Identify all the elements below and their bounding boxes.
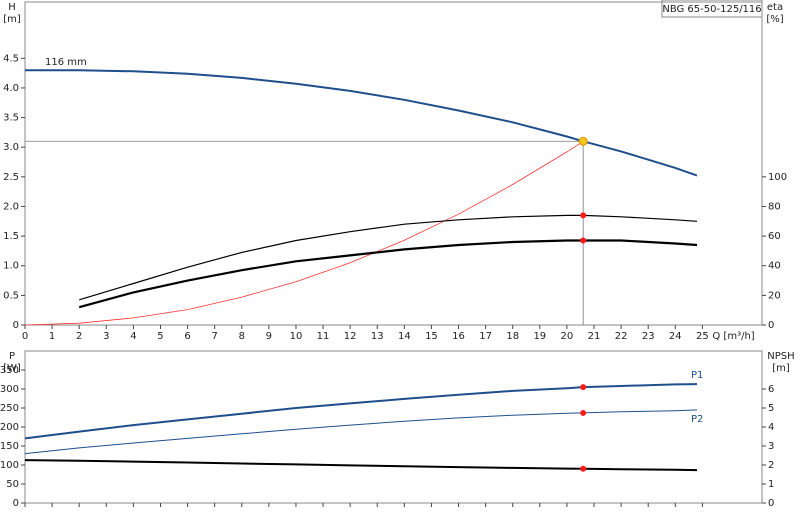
x-tick-label: 15	[425, 331, 438, 342]
series-line	[24, 459, 698, 472]
x-tick-label: 24	[669, 331, 682, 342]
y-tick-label: 50	[6, 479, 19, 490]
x-tick-label: 17	[479, 331, 492, 342]
y2-tick-label: 100	[768, 172, 787, 183]
operating-dot	[580, 237, 587, 244]
x-tick-label: 19	[533, 331, 546, 342]
y-tick-label: 0.5	[3, 290, 19, 301]
x-tick-label: 7	[211, 331, 217, 342]
x-tick-label: 9	[266, 331, 272, 342]
series-line	[24, 140, 584, 326]
curve-annotation: 116 mm	[45, 57, 87, 68]
x-tick-label: 1	[49, 331, 55, 342]
y-tick-label: 2.5	[3, 172, 19, 183]
y-tick-label: 0	[13, 498, 19, 509]
x-tick-label: 3	[103, 331, 109, 342]
series-line	[24, 383, 698, 440]
x-tick-label: 14	[398, 331, 411, 342]
y2-label: eta	[767, 2, 783, 13]
y-tick-label: 350	[0, 365, 19, 376]
y-tick-label: 150	[0, 441, 19, 452]
operating-dot	[580, 409, 587, 416]
x-tick-label: 25	[696, 331, 709, 342]
series-label: P1	[691, 370, 703, 381]
plot-frame	[24, 1, 763, 326]
y-tick-label: 4.5	[3, 53, 19, 64]
x-tick-label: 21	[588, 331, 601, 342]
series-line	[78, 239, 698, 309]
y-label: P	[9, 351, 15, 362]
y-unit: [m]	[3, 14, 21, 25]
y-label: H	[8, 2, 16, 13]
x-tick-label: 4	[130, 331, 136, 342]
x-tick-label: 8	[239, 331, 245, 342]
x-tick-label: 22	[615, 331, 628, 342]
x-tick-label: 16	[452, 331, 465, 342]
y2-unit: [m]	[772, 363, 790, 374]
series-line	[24, 409, 698, 455]
y-tick-label: 3.0	[3, 142, 19, 153]
operating-point	[578, 136, 588, 146]
y2-tick-label: 1	[768, 479, 774, 490]
y2-tick-label: 5	[768, 403, 774, 414]
y-tick-label: 4.0	[3, 83, 19, 94]
x-tick-label: 6	[184, 331, 190, 342]
y2-tick-label: 40	[768, 261, 781, 272]
x-tick-label: 5	[157, 331, 163, 342]
x-tick-label: 0	[22, 331, 28, 342]
y-tick-label: 250	[0, 403, 19, 414]
y2-tick-label: 0	[768, 320, 774, 331]
series-label: P2	[691, 414, 703, 425]
x-tick-label: 20	[561, 331, 574, 342]
operating-dot	[580, 465, 587, 472]
y2-tick-label: 20	[768, 290, 781, 301]
y-tick-label: 1.0	[3, 261, 19, 272]
y-tick-label: 1.5	[3, 231, 19, 242]
plot-frame	[24, 350, 763, 504]
y2-tick-label: 0	[768, 498, 774, 509]
y2-tick-label: 60	[768, 231, 781, 242]
x-tick-label: 12	[344, 331, 357, 342]
y2-tick-label: 2	[768, 460, 774, 471]
y2-tick-label: 80	[768, 201, 781, 212]
x-tick-label: 11	[317, 331, 330, 342]
chart-title: NBG 65-50-125/116	[662, 4, 761, 15]
operating-dot	[580, 384, 587, 391]
y-tick-label: 300	[0, 384, 19, 395]
series-line	[79, 214, 698, 301]
y2-tick-label: 4	[768, 422, 774, 433]
x-tick-label: 2	[76, 331, 82, 342]
x-tick-label: 10	[290, 331, 303, 342]
operating-dot	[580, 212, 587, 219]
y-tick-label: 2.0	[3, 201, 19, 212]
y2-tick-label: 3	[768, 441, 774, 452]
series-line	[25, 69, 698, 177]
y-tick-label: 200	[0, 422, 19, 433]
y2-label: NPSH	[767, 351, 794, 362]
x-tick-label: 13	[371, 331, 384, 342]
y2-tick-label: 6	[768, 384, 774, 395]
y2-unit: [%]	[766, 14, 783, 25]
y-unit: [W]	[3, 363, 21, 374]
y-tick-label: 0	[13, 320, 19, 331]
x-tick-label: 23	[642, 331, 655, 342]
x-tick-label: 18	[506, 331, 519, 342]
x-label: Q [m³/h]	[712, 331, 754, 342]
y-tick-label: 100	[0, 460, 19, 471]
y-tick-label: 3.5	[3, 113, 19, 124]
